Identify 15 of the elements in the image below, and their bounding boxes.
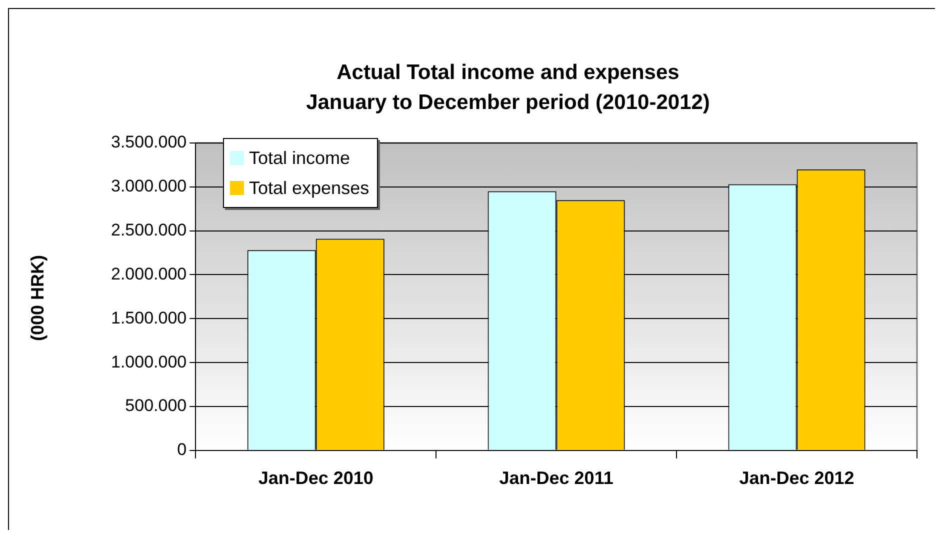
x-tick-label: Jan-Dec 2012	[739, 468, 854, 488]
x-tick-label: Jan-Dec 2011	[499, 468, 614, 488]
y-tick-label: 3.000.000	[110, 176, 187, 196]
legend-label: Total income	[249, 148, 350, 168]
y-tick-label: 2.500.000	[110, 220, 187, 240]
y-tick-label: 3.500.000	[110, 132, 187, 152]
x-tick-label: Jan-Dec 2010	[258, 468, 374, 488]
y-tick-label: 0	[177, 440, 187, 460]
y-tick-label: 1.000.000	[110, 352, 187, 372]
y-tick-label: 2.000.000	[110, 264, 187, 284]
legend-label: Total expenses	[249, 178, 370, 198]
y-tick-label: 500.000	[125, 396, 187, 416]
chart-title: Actual Total income and expenses January to December period (2010-2012)	[305, 60, 711, 116]
y-axis-title: (000 HRK)	[28, 254, 48, 342]
y-tick-label: 1.500.000	[110, 308, 187, 328]
